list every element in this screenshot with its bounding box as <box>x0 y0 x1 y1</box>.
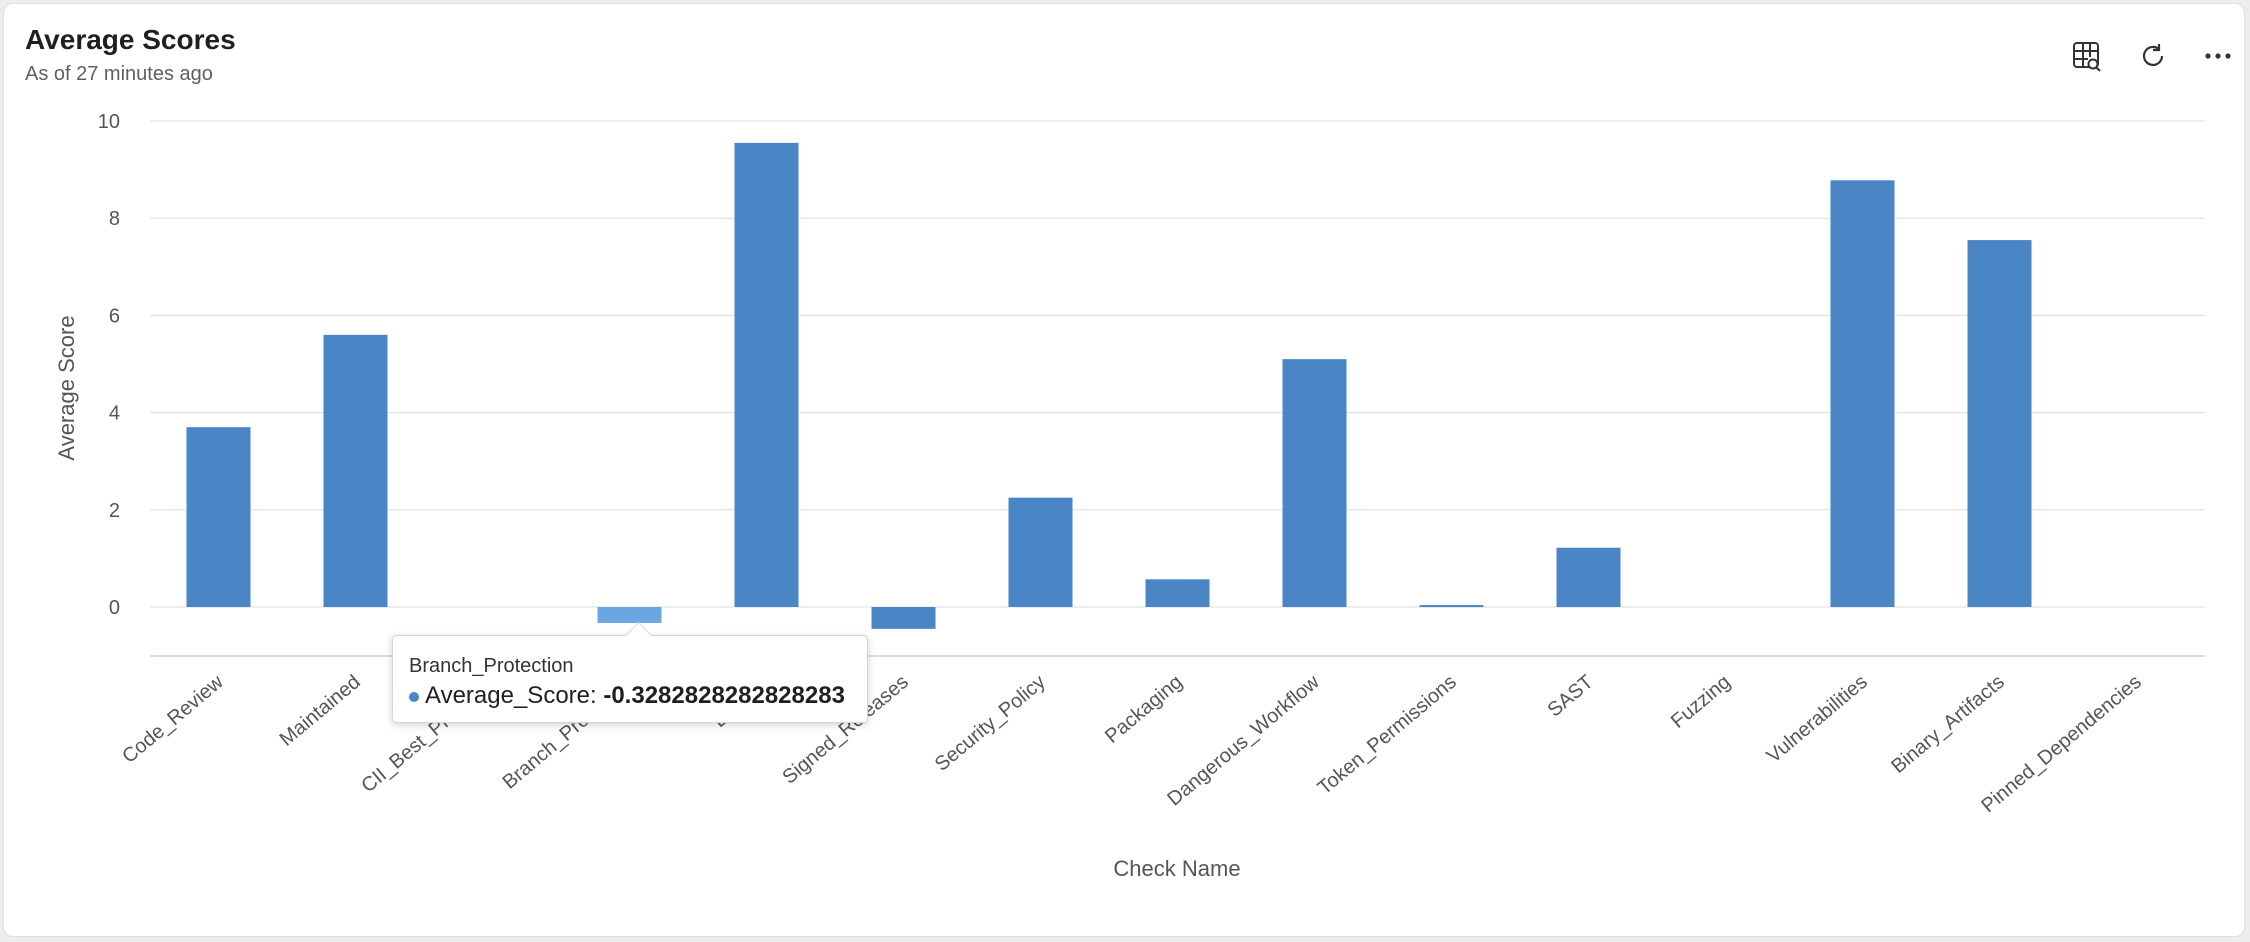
bar[interactable] <box>1008 497 1073 607</box>
tooltip-category: Branch_Protection <box>409 655 574 677</box>
x-tick-label: Dangerous_Workflow <box>1163 671 1324 811</box>
bar[interactable] <box>323 334 388 607</box>
tooltip-value-row: Average_Score: -0.3282828282828283 <box>409 682 845 710</box>
x-tick-label: Token_Permissions <box>1314 671 1461 799</box>
bar[interactable] <box>597 607 662 623</box>
y-tick-label: 8 <box>109 208 120 230</box>
x-tick-label: Vulnerabilities <box>1763 671 1872 767</box>
y-axis-title: Average Score <box>54 315 79 460</box>
bar[interactable] <box>1145 579 1210 607</box>
x-tick-label: Binary_Artifacts <box>1887 671 2008 778</box>
refresh-button[interactable] <box>2133 36 2173 76</box>
bar[interactable] <box>1556 547 1621 607</box>
x-tick-label: Code_Review <box>118 671 228 768</box>
tooltip-value: -0.3282828282828283 <box>603 682 845 709</box>
bar[interactable] <box>871 607 936 629</box>
bar[interactable] <box>1282 359 1347 607</box>
y-tick-label: 0 <box>109 597 120 619</box>
y-tick-label: 6 <box>109 305 120 327</box>
refresh-icon <box>2142 44 2164 67</box>
x-tick-label: Maintained <box>276 671 365 751</box>
more-options-button[interactable] <box>2198 36 2238 76</box>
x-axis-title: Check Name <box>1113 856 1240 881</box>
bar[interactable] <box>734 142 799 607</box>
y-tick-label: 2 <box>109 500 120 522</box>
card-title: Average Scores <box>25 24 236 55</box>
x-tick-label: Packaging <box>1101 671 1187 748</box>
x-tick-label: Fuzzing <box>1667 671 1735 733</box>
tooltip-series-label: Average_Score: <box>425 682 604 709</box>
bar[interactable] <box>1419 605 1484 608</box>
table-view-button[interactable] <box>2067 36 2107 76</box>
table-search-icon <box>2073 42 2101 72</box>
bar[interactable] <box>1967 240 2032 607</box>
more-options-icon <box>2205 53 2231 59</box>
y-tick-label: 4 <box>109 403 120 425</box>
bar[interactable] <box>186 427 251 607</box>
x-tick-label: SAST <box>1544 671 1598 721</box>
y-tick-label: 10 <box>98 111 120 133</box>
series-dot-icon <box>409 691 419 702</box>
chart-tooltip: Branch_Protection Average_Score: -0.3282… <box>392 622 868 723</box>
bar[interactable] <box>1830 180 1895 608</box>
card-subtitle: As of 27 minutes ago <box>25 63 213 85</box>
x-tick-label: Security_Policy <box>931 671 1050 776</box>
